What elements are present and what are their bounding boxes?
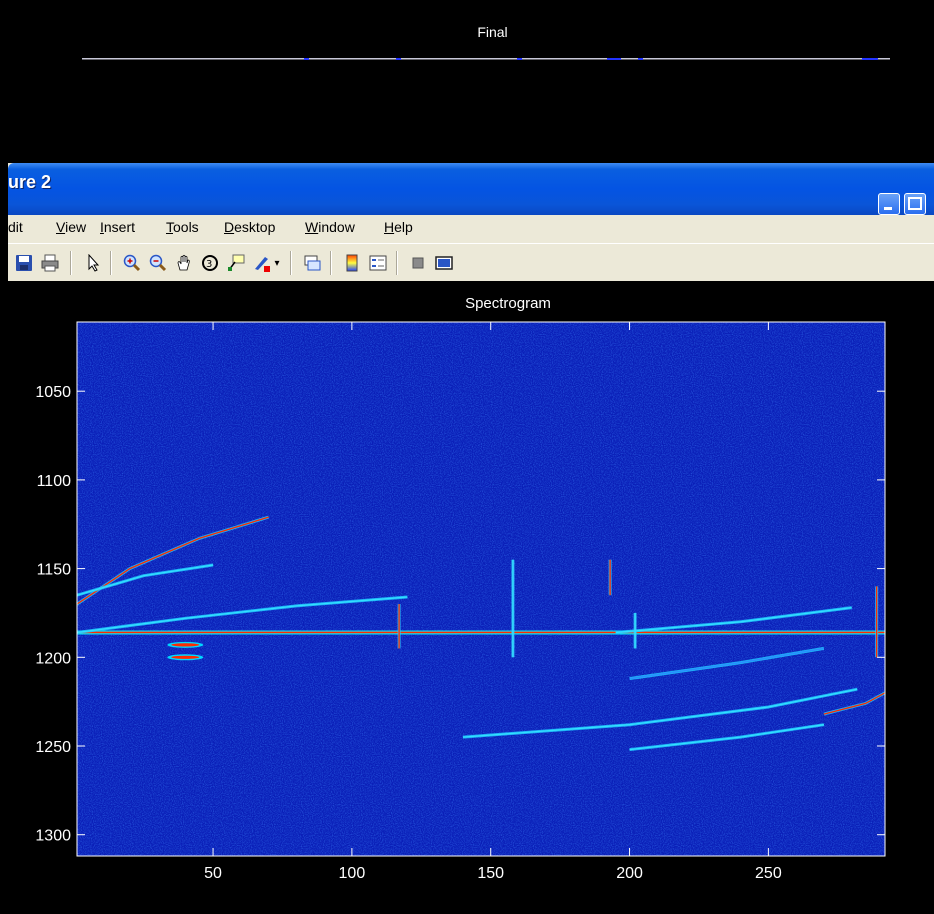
chirp-curve xyxy=(629,724,824,751)
figure-window: ure 2 dit View Insert Tools Desktop Wind… xyxy=(8,163,934,914)
hide-plot-tools-button[interactable] xyxy=(408,253,428,273)
save-button[interactable] xyxy=(14,253,34,273)
y-tick-label: 1150 xyxy=(37,562,72,579)
signal-blob xyxy=(171,643,200,647)
menu-help-rest: elp xyxy=(394,219,413,235)
x-tick-label: 200 xyxy=(616,865,643,882)
x-tick-label: 250 xyxy=(755,865,782,882)
toolbar-separator xyxy=(290,251,292,275)
menu-tools[interactable]: Tools xyxy=(166,219,199,235)
menu-window-rest: indow xyxy=(318,219,355,235)
y-tick-label: 1300 xyxy=(35,828,71,845)
print-button[interactable] xyxy=(40,253,60,273)
rotate-3d-button[interactable]: 3 xyxy=(200,253,220,273)
x-tick-label: 50 xyxy=(204,865,222,882)
colorbar-icon xyxy=(346,254,358,272)
menu-help-accel: H xyxy=(384,219,395,235)
edit-plot-button[interactable] xyxy=(84,253,104,273)
menu-window-accel: W xyxy=(305,219,319,235)
x-tick-label: 100 xyxy=(339,865,366,882)
y-tick-label: 1050 xyxy=(35,384,71,401)
svg-text:3: 3 xyxy=(206,259,212,270)
menu-desktop-accel: D xyxy=(224,219,235,235)
chirp-curve xyxy=(823,692,886,715)
x-tick-label: 150 xyxy=(477,865,504,882)
save-icon xyxy=(16,255,32,271)
hide-plot-tools-icon xyxy=(412,257,424,269)
spectrogram-title: Spectrogram xyxy=(465,295,551,312)
menu-view[interactable]: View xyxy=(56,219,86,235)
chirp-curve xyxy=(615,606,852,634)
zoom-out-button[interactable] xyxy=(148,253,168,273)
chevron-down-icon: ▾ xyxy=(274,257,280,269)
data-cursor-button[interactable] xyxy=(226,253,246,273)
menu-view-rest: iew xyxy=(65,219,87,235)
final-axes-title: Final xyxy=(477,24,508,40)
brush-icon xyxy=(255,257,270,272)
menu-insert[interactable]: Insert xyxy=(100,219,135,235)
spectrogram-noise xyxy=(77,322,885,856)
background-figure: Final xyxy=(0,0,934,165)
legend-icon xyxy=(369,255,387,271)
zoom-out-icon xyxy=(149,254,167,272)
toolbar-separator xyxy=(110,251,112,275)
menu-desktop-rest: esktop xyxy=(234,219,276,235)
menu-help[interactable]: Help xyxy=(384,219,413,235)
rotate-3d-icon: 3 xyxy=(202,255,218,271)
legend-button[interactable] xyxy=(368,253,388,273)
axes-tick-labels: 50 100 150 200 250 1050 1100 1150 1200 1250 1300 xyxy=(35,384,781,882)
zoom-in-icon xyxy=(123,254,141,272)
window-title: ure 2 xyxy=(8,172,52,192)
axes-box xyxy=(76,321,886,857)
chirp-curve xyxy=(462,688,858,738)
toolbar-separator xyxy=(396,251,398,275)
colorbar-button[interactable] xyxy=(342,253,362,273)
toolbar-separator xyxy=(330,251,332,275)
minimize-button[interactable] xyxy=(878,193,900,215)
y-tick-label: 1100 xyxy=(37,473,72,490)
data-cursor-icon xyxy=(228,254,245,271)
menu-view-accel: V xyxy=(56,219,66,235)
chirp-curve xyxy=(629,647,825,680)
brush-button[interactable] xyxy=(252,253,272,273)
chirp-curve xyxy=(76,564,214,596)
pan-button[interactable] xyxy=(174,253,194,273)
title-bar[interactable]: ure 2 xyxy=(8,163,934,215)
menu-window[interactable]: Window xyxy=(305,219,355,235)
spectrogram-features xyxy=(76,515,886,752)
axes-ticks xyxy=(77,322,885,856)
menu-tools-rest: ools xyxy=(173,219,199,235)
y-tick-label: 1250 xyxy=(35,739,71,756)
zoom-in-button[interactable] xyxy=(122,253,142,273)
toolbar: 3 ▾ xyxy=(8,243,934,281)
menu-insert-accel: I xyxy=(100,219,104,235)
signal-blob xyxy=(171,655,200,659)
show-plot-tools-icon xyxy=(435,256,453,270)
menu-bar: dit View Insert Tools Desktop Window Hel… xyxy=(8,215,934,243)
spectrogram-chart: 50 100 150 200 250 1050 1100 1150 1200 1250 1300 xyxy=(35,321,886,882)
menu-tools-accel: T xyxy=(166,219,173,235)
y-tick-label: 1200 xyxy=(35,650,71,667)
link-plot-icon xyxy=(304,255,321,271)
figure-canvas: 50 100 150 200 250 1050 1100 1150 1200 1250 1300 S… xyxy=(8,281,934,914)
arrow-pointer-icon xyxy=(88,254,100,272)
brush-dropdown[interactable]: ▾ xyxy=(272,253,282,273)
chirp-curve xyxy=(76,596,408,634)
menu-desktop[interactable]: Desktop xyxy=(224,219,275,235)
toolbar-separator xyxy=(70,251,72,275)
maximize-button[interactable] xyxy=(904,193,926,215)
link-plot-button[interactable] xyxy=(302,253,322,273)
pan-hand-icon xyxy=(177,254,190,271)
menu-insert-rest: nsert xyxy=(103,219,136,235)
show-plot-tools-button[interactable] xyxy=(434,253,454,273)
menu-edit[interactable]: dit xyxy=(8,219,23,235)
final-signal-line xyxy=(82,58,890,60)
maximize-icon xyxy=(908,197,922,210)
print-icon xyxy=(41,254,59,272)
minimize-icon xyxy=(884,207,892,210)
